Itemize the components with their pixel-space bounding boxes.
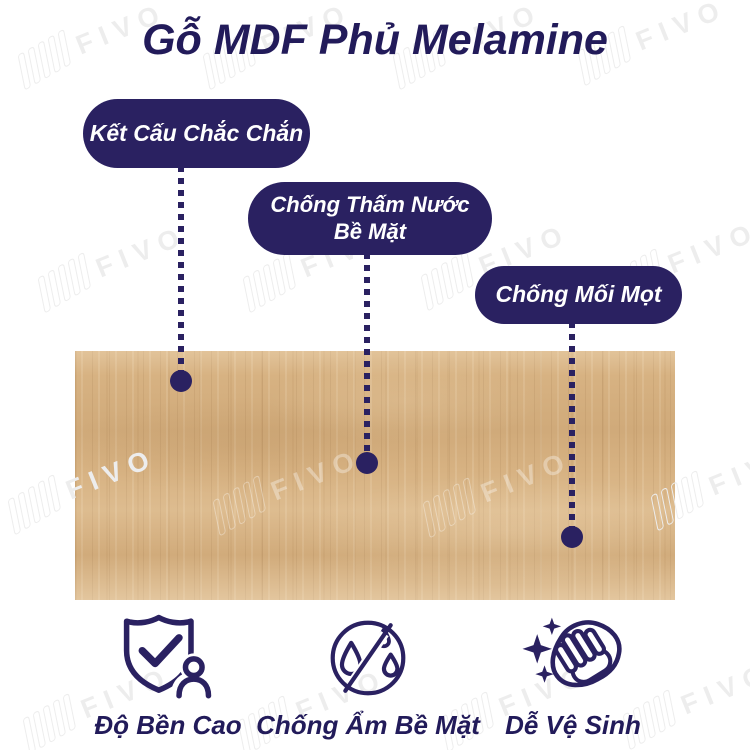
page-title: Gỗ MDF Phủ Melamine xyxy=(142,16,608,64)
no-moisture-icon xyxy=(326,612,410,704)
callout-connector-line xyxy=(569,322,575,528)
fivo-logo-icon xyxy=(22,692,77,750)
fivo-watermark-text: FIVO xyxy=(676,656,750,720)
fivo-logo-icon xyxy=(242,251,297,314)
feature-anti-moisture-label: Chống Ẩm Bề Mặt xyxy=(256,710,480,740)
shield-check-person-icon xyxy=(116,612,220,704)
feature-easy-clean: Dễ Vệ Sinh xyxy=(490,612,656,741)
cleaning-hand-sparkles-icon xyxy=(517,612,629,704)
fivo-watermark: FIVO xyxy=(34,217,192,314)
callout-structure: Kết Cấu Chắc Chắn xyxy=(83,99,310,168)
callout-connector-line xyxy=(178,166,184,372)
feature-durability: Độ Bền Cao xyxy=(88,612,248,741)
callout-dot xyxy=(356,452,378,474)
callout-dot xyxy=(170,370,192,392)
callout-waterproof-label: Chống Thấm Nước Bề Mặt xyxy=(270,192,470,244)
callout-structure-label: Kết Cấu Chắc Chắn xyxy=(89,119,304,146)
callout-connector-line xyxy=(364,253,370,453)
feature-durability-label: Độ Bền Cao xyxy=(94,710,242,740)
fivo-logo-icon xyxy=(420,249,475,312)
fivo-logo-icon xyxy=(37,251,92,314)
callout-waterproof: Chống Thấm Nước Bề Mặt xyxy=(248,182,492,255)
fivo-watermark-text: FIVO xyxy=(91,219,191,283)
fivo-logo-icon xyxy=(7,473,62,536)
callout-termite: Chống Mối Mọt xyxy=(475,266,682,324)
feature-easy-clean-label: Dễ Vệ Sinh xyxy=(505,710,641,740)
fivo-watermark-text: FIVO xyxy=(663,215,750,279)
fivo-watermark-text: FIVO xyxy=(704,437,750,501)
callout-termite-label: Chống Mối Mọt xyxy=(495,281,662,308)
wood-panel-image xyxy=(75,351,675,600)
callout-dot xyxy=(561,526,583,548)
feature-anti-moisture: Chống Ẩm Bề Mặt xyxy=(256,612,480,741)
